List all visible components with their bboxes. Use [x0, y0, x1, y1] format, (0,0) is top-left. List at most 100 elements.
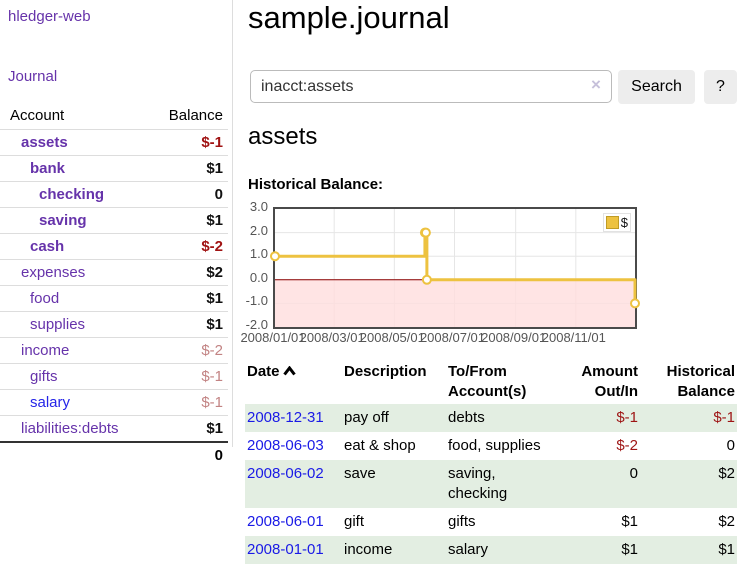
- transaction-accounts: gifts: [448, 513, 476, 530]
- x-tick-label: 2008/03/01: [299, 330, 365, 345]
- legend-label: $: [620, 215, 628, 230]
- account-row: gifts $-1: [0, 363, 228, 390]
- transaction-row: 2008-06-02 save saving, checking 0 $2: [245, 460, 737, 508]
- transaction-amount: $-2: [616, 437, 638, 454]
- page-title: sample.journal: [248, 0, 450, 35]
- transaction-description: save: [344, 465, 376, 482]
- account-link-expenses[interactable]: expenses: [21, 264, 86, 281]
- chart-y-axis: 3.0 2.0 1.0 0.0 -1.0 -2.0: [236, 199, 268, 332]
- y-tick-label: 3.0: [249, 199, 268, 214]
- transaction-amount: 0: [629, 465, 638, 482]
- y-tick-label: -2.0: [245, 317, 268, 332]
- register-header-date-label: Date: [247, 363, 280, 380]
- app-title-link[interactable]: hledger-web: [8, 8, 91, 25]
- transaction-date-link[interactable]: 2008-06-01: [247, 513, 324, 530]
- account-link-bank[interactable]: bank: [30, 160, 66, 177]
- transaction-balance: $2: [718, 513, 735, 530]
- clear-search-icon[interactable]: ×: [591, 75, 601, 94]
- chart-x-axis: 2008/01/01 2008/03/01 2008/05/01 2008/07/01…: [240, 330, 633, 346]
- transaction-date-link[interactable]: 2008-06-02: [247, 465, 324, 482]
- x-tick-label: 2008/11/01: [541, 330, 606, 345]
- transaction-balance: $-1: [713, 409, 735, 426]
- transaction-row: 2008-12-31 pay off debts $-1 $-1: [245, 404, 737, 432]
- account-row: liabilities:debts $1: [0, 415, 228, 443]
- account-link-assets[interactable]: assets: [21, 134, 68, 151]
- account-balance: $1: [206, 316, 223, 333]
- y-tick-label: 1.0: [249, 246, 268, 262]
- account-heading: assets: [248, 123, 318, 150]
- account-balance: $1: [206, 290, 223, 307]
- accounts-table: Account Balance assets $-1 bank $1 checking 0…: [0, 104, 228, 468]
- transaction-date-link[interactable]: 2008-06-03: [247, 437, 324, 454]
- search-button[interactable]: Search: [618, 70, 695, 104]
- account-balance: $-1: [201, 394, 223, 411]
- balance-chart: $: [270, 207, 640, 329]
- account-link-cash[interactable]: cash: [30, 238, 65, 255]
- account-row: salary $-1: [0, 389, 228, 416]
- account-link-liabilities-debts[interactable]: liabilities:debts: [21, 420, 119, 437]
- register-header-amount: Amount Out/In: [581, 363, 638, 400]
- account-link-gifts[interactable]: gifts: [30, 368, 58, 385]
- transaction-accounts: salary: [448, 541, 489, 558]
- x-tick-label: 2008/09/01: [481, 330, 547, 345]
- account-link-saving[interactable]: saving: [39, 212, 87, 229]
- transaction-accounts: debts: [448, 409, 485, 426]
- transaction-accounts: saving, checking: [448, 465, 508, 502]
- transaction-amount: $1: [621, 513, 638, 530]
- transaction-row: 2008-01-01 income salary $1 $1: [245, 536, 737, 564]
- accounts-total-value: 0: [143, 441, 228, 468]
- sort-ascending-icon: [282, 363, 296, 380]
- x-tick-label: 2008/01/01: [240, 330, 306, 345]
- sidebar: hledger-web Journal Account Balance asse…: [0, 0, 233, 468]
- chart-title: Historical Balance:: [248, 176, 384, 193]
- y-tick-label: 2.0: [249, 222, 268, 238]
- transaction-amount: $1: [621, 541, 638, 558]
- account-link-salary[interactable]: salary: [30, 394, 71, 411]
- account-link-food[interactable]: food: [30, 290, 60, 307]
- transaction-row: 2008-06-01 gift gifts $1 $2: [245, 508, 737, 536]
- register-header-balance: Historical Balance: [666, 363, 735, 400]
- account-row: assets $-1: [0, 129, 228, 156]
- account-balance: 0: [214, 186, 223, 203]
- account-balance: $1: [206, 420, 223, 437]
- account-row: income $-2: [0, 337, 228, 364]
- transaction-description: income: [344, 541, 393, 558]
- transaction-row: 2008-06-03 eat & shop food, supplies $-2 0: [245, 432, 737, 460]
- balance-chart-plot: [270, 209, 640, 327]
- y-tick-label: 0.0: [249, 269, 268, 285]
- y-tick-label: -1.0: [245, 293, 268, 309]
- transaction-balance: 0: [726, 437, 735, 454]
- register-table: Date Description To/From Account(s) Amou…: [245, 360, 737, 564]
- register-header-date[interactable]: Date: [245, 360, 342, 404]
- transaction-description: gift: [344, 513, 365, 530]
- account-balance: $-1: [201, 368, 223, 385]
- account-balance: $-1: [201, 134, 223, 151]
- legend-swatch-icon: [605, 216, 619, 229]
- account-link-income[interactable]: income: [21, 342, 70, 359]
- x-tick-label: 2008/07/01: [419, 330, 486, 345]
- account-link-supplies[interactable]: supplies: [30, 316, 86, 333]
- transaction-date-link[interactable]: 2008-01-01: [247, 541, 324, 558]
- help-button[interactable]: ?: [704, 70, 737, 104]
- register-header-account: To/From Account(s): [448, 363, 527, 400]
- register-header-description: Description: [344, 363, 427, 380]
- account-row: supplies $1: [0, 311, 228, 338]
- account-balance: $-2: [201, 238, 223, 255]
- accounts-header-row: Account Balance: [0, 104, 228, 130]
- transaction-amount: $-1: [616, 409, 638, 426]
- accounts-header-account: Account: [10, 107, 65, 124]
- account-row: expenses $2: [0, 259, 228, 286]
- register-header-row: Date Description To/From Account(s) Amou…: [245, 360, 737, 404]
- account-row: cash $-2: [0, 233, 228, 260]
- transaction-description: pay off: [344, 409, 389, 426]
- search-input[interactable]: [250, 70, 612, 103]
- account-link-checking[interactable]: checking: [39, 186, 105, 203]
- account-balance: $2: [206, 264, 223, 281]
- account-row: saving $1: [0, 207, 228, 234]
- account-balance: $1: [206, 160, 223, 177]
- sidebar-item-journal[interactable]: Journal: [8, 68, 58, 85]
- transaction-balance: $1: [718, 541, 735, 558]
- account-balance: $-2: [201, 342, 223, 359]
- accounts-header-balance: Balance: [168, 107, 223, 124]
- transaction-date-link[interactable]: 2008-12-31: [247, 409, 324, 426]
